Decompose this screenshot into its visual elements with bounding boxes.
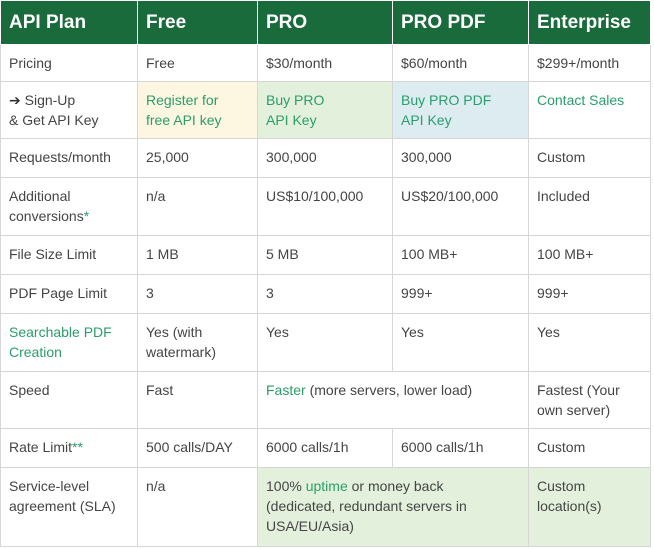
cell-pro-conversions: US$10/100,000 bbox=[257, 177, 393, 236]
row-pricing: Pricing Free $30/month $60/month $299+/m… bbox=[0, 44, 651, 82]
uptime-link[interactable]: uptime bbox=[305, 478, 348, 495]
cell-free-speed: Fast bbox=[137, 370, 258, 430]
header-enterprise: Enterprise bbox=[528, 0, 651, 45]
cell-pdf-filesize: 100 MB+ bbox=[392, 235, 529, 275]
cell-pdf-rate: 6000 calls/1h bbox=[392, 428, 529, 469]
register-free-link[interactable]: Register for free API key bbox=[146, 91, 222, 128]
cell-free-searchable: Yes (with watermark) bbox=[137, 313, 258, 372]
cell-free-sla: n/a bbox=[137, 467, 258, 547]
cell-free-filesize: 1 MB bbox=[137, 235, 258, 275]
label-filesize: File Size Limit bbox=[0, 235, 138, 275]
cell-ent-sla: Custom location(s) bbox=[528, 467, 651, 547]
rate-footnote-link[interactable]: ** bbox=[72, 439, 83, 456]
label-requests: Requests/month bbox=[0, 138, 138, 179]
arrow-right-icon: ➔ bbox=[9, 91, 21, 108]
header-free: Free bbox=[137, 0, 258, 45]
conversions-footnote-link[interactable]: * bbox=[83, 208, 90, 225]
cell-free-pricing: Free bbox=[137, 44, 258, 82]
label-signup-2: & Get API Key bbox=[9, 111, 99, 128]
cell-free-pdfpage: 3 bbox=[137, 274, 258, 314]
cell-pdf-conversions: US$20/100,000 bbox=[392, 177, 529, 236]
cell-ent-pricing: $299+/month bbox=[528, 44, 651, 82]
row-speed: Speed Fast Faster (more servers, lower l… bbox=[0, 370, 651, 430]
label-pricing: Pricing bbox=[0, 44, 138, 82]
row-requests: Requests/month 25,000 300,000 300,000 Cu… bbox=[0, 138, 651, 179]
label-sla: Service-level agreement (SLA) bbox=[0, 467, 138, 547]
row-searchable: Searchable PDF Creation Yes (with watermar… bbox=[0, 313, 651, 372]
cell-pdf-pdfpage: 999+ bbox=[392, 274, 529, 314]
register-free-link-cell[interactable]: Register for free API key bbox=[137, 80, 258, 140]
label-signup: ➔ Sign-Up & Get API Key bbox=[0, 80, 138, 140]
cell-ent-requests: Custom bbox=[528, 138, 651, 179]
cell-ent-searchable: Yes bbox=[528, 313, 651, 372]
label-rate: Rate Limit** bbox=[0, 428, 138, 469]
cell-free-requests: 25,000 bbox=[137, 138, 258, 179]
cell-pro-rate: 6000 calls/1h bbox=[257, 428, 393, 469]
label-signup-1: Sign-Up bbox=[24, 91, 76, 108]
cell-ent-conversions: Included bbox=[528, 177, 651, 236]
buy-pro-pdf-link-cell[interactable]: Buy PRO PDF API Key bbox=[392, 80, 529, 140]
cell-pro-sla: 100% uptime or money back (dedicated, re… bbox=[257, 467, 529, 547]
cell-free-rate: 500 calls/DAY bbox=[137, 428, 258, 469]
searchable-pdf-link[interactable]: Searchable PDF Creation bbox=[9, 324, 112, 360]
contact-sales-link[interactable]: Contact Sales bbox=[537, 91, 625, 108]
faster-link[interactable]: Faster bbox=[266, 381, 306, 398]
header-pro: PRO bbox=[257, 0, 393, 45]
row-filesize: File Size Limit 1 MB 5 MB 100 MB+ 100 MB… bbox=[0, 235, 651, 275]
cell-pro-pricing: $30/month bbox=[257, 44, 393, 82]
cell-pro-speed: Faster (more servers, lower load) bbox=[257, 370, 529, 430]
cell-pdf-searchable: Yes bbox=[392, 313, 529, 372]
cell-ent-speed: Fastest (Your own server) bbox=[528, 370, 651, 430]
cell-ent-filesize: 100 MB+ bbox=[528, 235, 651, 275]
row-rate: Rate Limit** 500 calls/DAY 6000 calls/1h… bbox=[0, 428, 651, 469]
label-pdfpage: PDF Page Limit bbox=[0, 274, 138, 314]
contact-sales-link-cell[interactable]: Contact Sales bbox=[528, 80, 651, 140]
cell-ent-pdfpage: 999+ bbox=[528, 274, 651, 314]
buy-pro-link[interactable]: Buy PRO API Key bbox=[266, 91, 325, 128]
header-pro-pdf: PRO PDF bbox=[392, 0, 529, 45]
row-signup: ➔ Sign-Up & Get API Key Register for free… bbox=[0, 80, 651, 140]
buy-pro-pdf-link[interactable]: Buy PRO PDF API Key bbox=[401, 91, 492, 128]
row-sla: Service-level agreement (SLA) n/a 100% up… bbox=[0, 467, 651, 547]
row-conversions: Additional conversions* n/a US$10/100,00… bbox=[0, 177, 651, 236]
cell-pdf-pricing: $60/month bbox=[392, 44, 529, 82]
cell-pro-filesize: 5 MB bbox=[257, 235, 393, 275]
cell-pro-searchable: Yes bbox=[257, 313, 393, 372]
label-conversions: Additional conversions* bbox=[0, 177, 138, 236]
cell-ent-rate: Custom bbox=[528, 428, 651, 469]
label-searchable-cell[interactable]: Searchable PDF Creation bbox=[0, 313, 138, 372]
buy-pro-link-cell[interactable]: Buy PRO API Key bbox=[257, 80, 393, 140]
header-api-plan: API Plan bbox=[0, 0, 138, 45]
row-pdfpage: PDF Page Limit 3 3 999+ 999+ bbox=[0, 274, 651, 314]
cell-pro-requests: 300,000 bbox=[257, 138, 393, 179]
cell-free-conversions: n/a bbox=[137, 177, 258, 236]
header-row: API Plan Free PRO PRO PDF Enterprise bbox=[0, 0, 651, 45]
label-speed: Speed bbox=[0, 370, 138, 430]
cell-pdf-requests: 300,000 bbox=[392, 138, 529, 179]
cell-pro-pdfpage: 3 bbox=[257, 274, 393, 314]
